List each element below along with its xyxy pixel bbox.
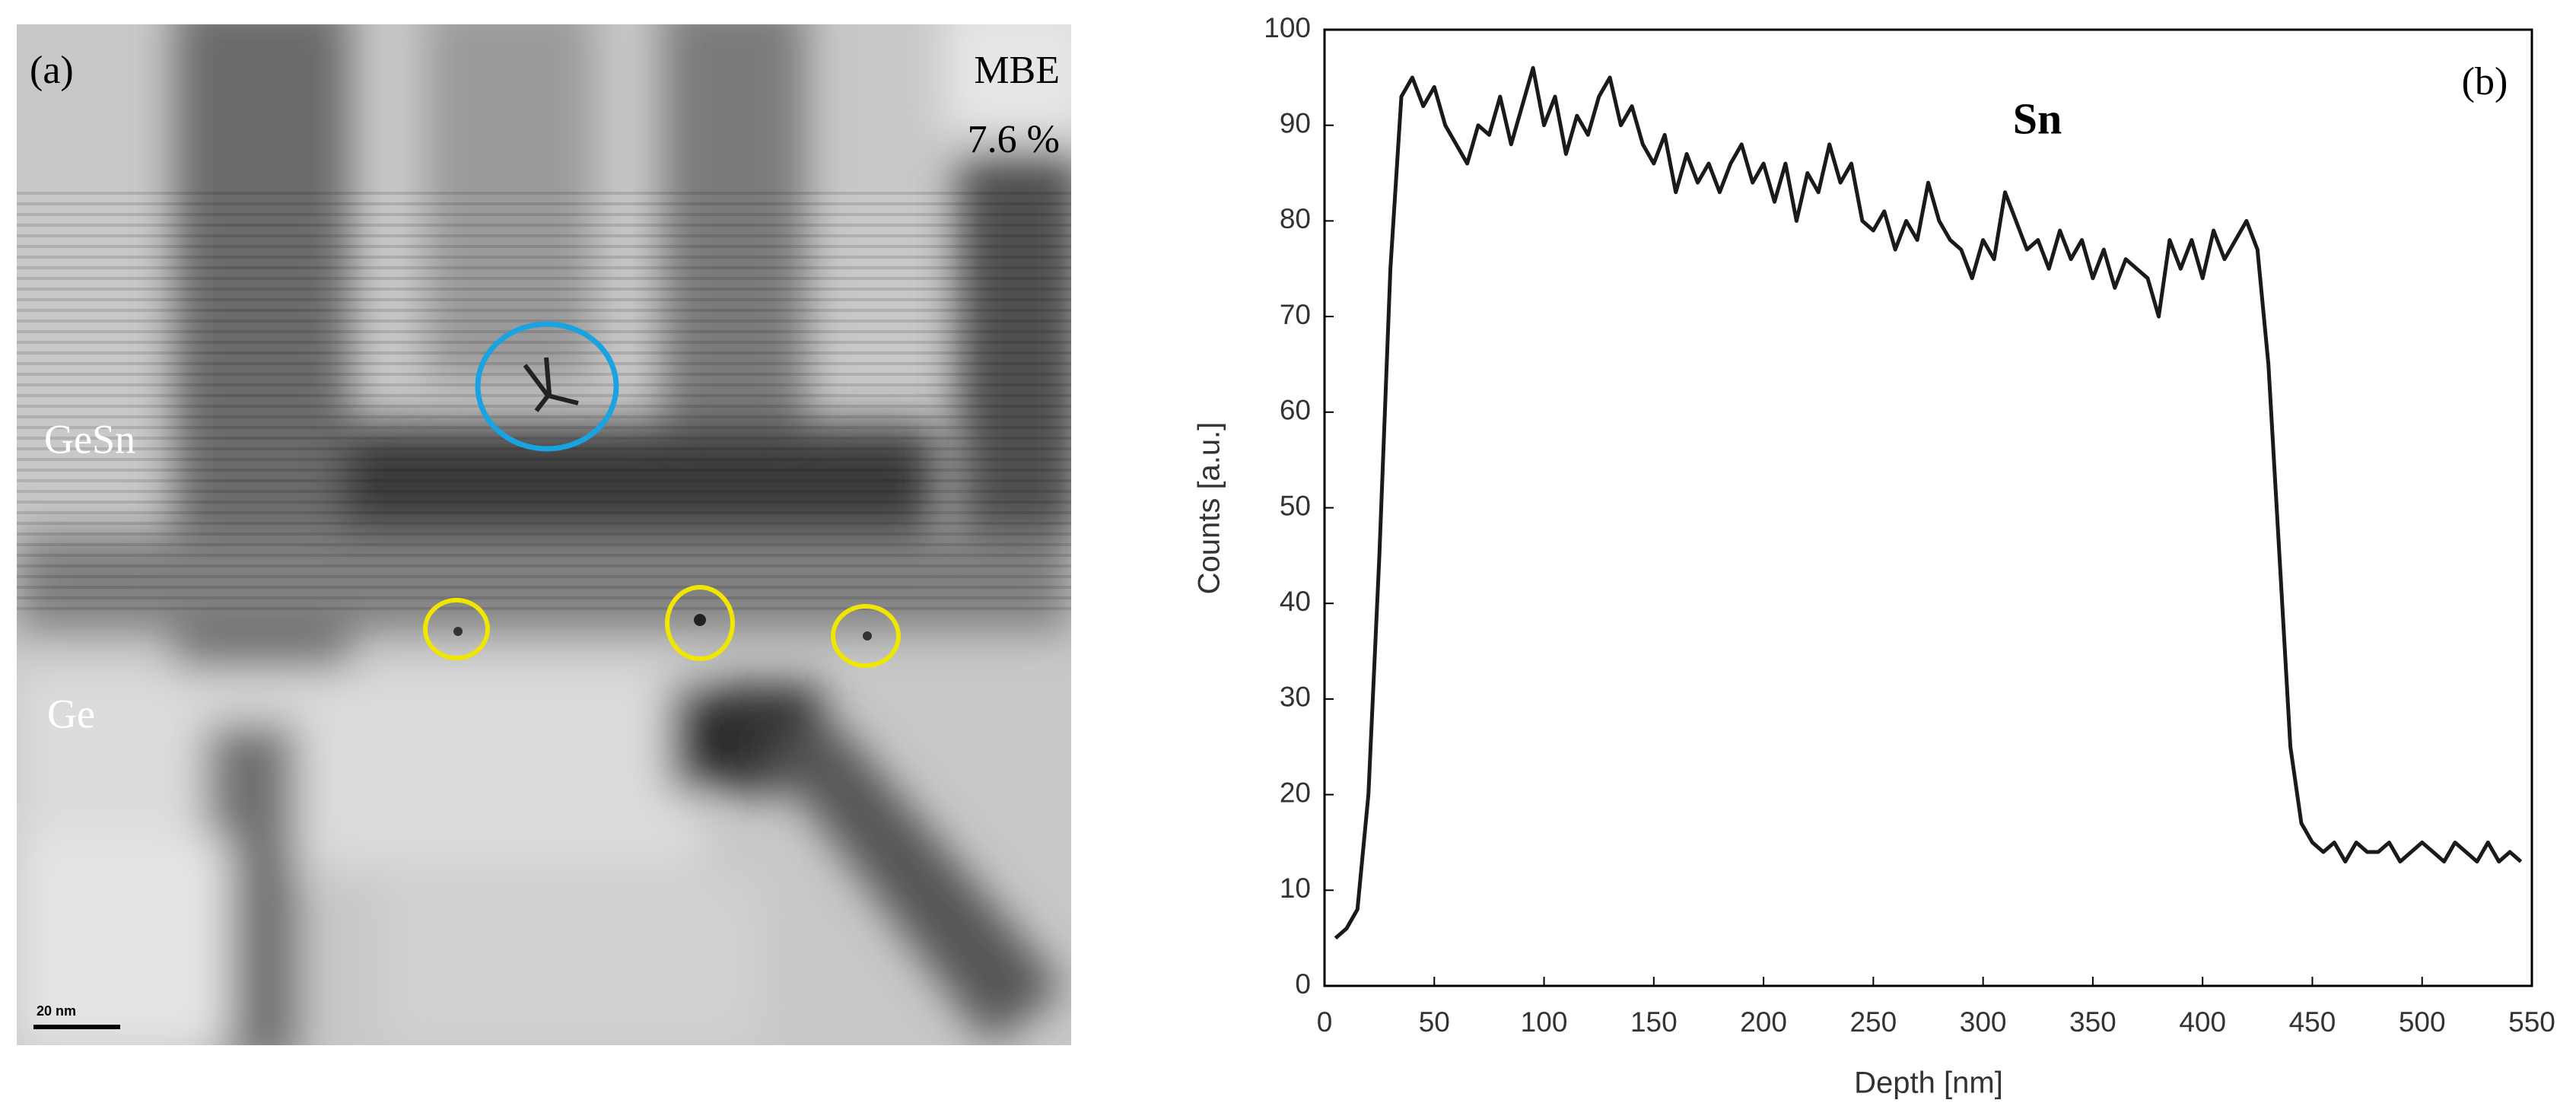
panel-label: (a) [30,49,74,92]
y-tick-label: 50 [1280,490,1311,521]
y-tick-label: 30 [1280,682,1311,713]
x-tick-label: 50 [1419,1006,1450,1038]
layer-label: GeSn [44,416,135,462]
x-tick-label: 250 [1849,1006,1897,1038]
y-tick-label: 20 [1280,777,1311,808]
data-line [1334,65,2523,940]
y-tick-label: 10 [1280,873,1311,904]
plot-frame [1323,28,2533,987]
x-tick-label: 400 [2179,1006,2226,1038]
composition-label: 7.6 % [968,118,1060,161]
y-tick-label: 100 [1264,12,1311,43]
x-tick-label: 550 [2508,1006,2555,1038]
x-axis-label: Depth [nm] [1854,1067,2003,1100]
x-tick-label: 450 [2289,1006,2336,1038]
annotation: Sn [2013,94,2062,143]
x-tick-label: 100 [1521,1006,1568,1038]
y-tick-label: 40 [1280,586,1311,617]
scale-bar-label: 20 nm [37,1003,76,1019]
y-tick-label: 70 [1280,299,1311,330]
x-tick-label: 300 [1960,1006,2007,1038]
y-tick-label: 80 [1280,203,1311,234]
method-label: MBE [974,49,1060,92]
y-tick-label: 0 [1295,968,1311,1000]
panel-label: (b) [2462,60,2508,103]
y-tick-label: 60 [1280,395,1311,426]
tem-image [17,24,1071,1045]
y-tick-label: 90 [1280,107,1311,138]
x-tick-label: 500 [2399,1006,2446,1038]
x-tick-label: 0 [1317,1006,1333,1038]
y-axis-label: Counts [a.u.] [1193,422,1226,595]
x-tick-label: 350 [2069,1006,2116,1038]
layer-label: Ge [47,691,95,736]
x-tick-label: 200 [1740,1006,1787,1038]
x-tick-label: 150 [1630,1006,1678,1038]
